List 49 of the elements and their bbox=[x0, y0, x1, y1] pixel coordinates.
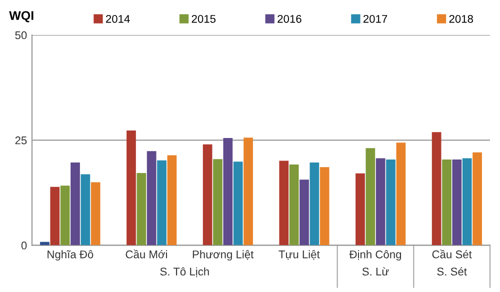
bar bbox=[136, 172, 146, 246]
bar bbox=[452, 160, 462, 246]
bar bbox=[146, 151, 156, 246]
bar bbox=[279, 160, 289, 246]
x-tick-label: Phương Liệt bbox=[192, 250, 254, 261]
y-tick-label: 50 bbox=[15, 31, 27, 40]
y-tick-label: 0 bbox=[21, 242, 27, 250]
bar bbox=[40, 242, 50, 246]
bar bbox=[223, 138, 233, 246]
text: S. Lừ bbox=[362, 267, 389, 276]
bar bbox=[60, 186, 70, 246]
bar bbox=[432, 132, 442, 246]
bar bbox=[462, 158, 472, 246]
y-axis-title: WQI bbox=[9, 11, 34, 22]
x-tick-label: Tựu Liệt bbox=[278, 250, 320, 260]
legend-label: 2015 bbox=[192, 14, 216, 23]
legend-label: 2017 bbox=[363, 14, 388, 23]
x-tick-label: Cầu Sét bbox=[432, 250, 472, 258]
bar bbox=[50, 186, 60, 246]
bar bbox=[70, 162, 80, 246]
bar bbox=[320, 167, 330, 246]
bar bbox=[213, 159, 222, 246]
bar bbox=[126, 130, 136, 246]
bar bbox=[300, 180, 309, 246]
bar bbox=[310, 162, 320, 246]
text: S. Tô Lịch bbox=[160, 267, 209, 278]
bar bbox=[167, 155, 177, 246]
x-tick-label: Nghĩa Đô bbox=[48, 250, 94, 261]
x-tick-label: Định Công bbox=[349, 250, 402, 261]
legend-label: 2014 bbox=[106, 14, 130, 23]
bar bbox=[366, 148, 376, 246]
x-tick-label: Cầu Mới bbox=[126, 250, 167, 258]
bar bbox=[442, 160, 452, 246]
legend-label: 2016 bbox=[278, 14, 302, 23]
text: S. Sét bbox=[437, 267, 467, 276]
legend-label: 2018 bbox=[449, 14, 473, 23]
bar bbox=[472, 152, 482, 246]
bar bbox=[244, 138, 253, 246]
y-tick-label: 25 bbox=[15, 136, 27, 144]
bar bbox=[289, 164, 299, 246]
bar bbox=[396, 142, 406, 246]
bar bbox=[233, 162, 243, 246]
bar bbox=[90, 182, 100, 246]
bar bbox=[356, 173, 365, 246]
bar bbox=[202, 144, 212, 246]
bar bbox=[80, 174, 90, 246]
bar bbox=[376, 158, 386, 246]
bar bbox=[157, 160, 166, 246]
bar bbox=[386, 160, 396, 246]
